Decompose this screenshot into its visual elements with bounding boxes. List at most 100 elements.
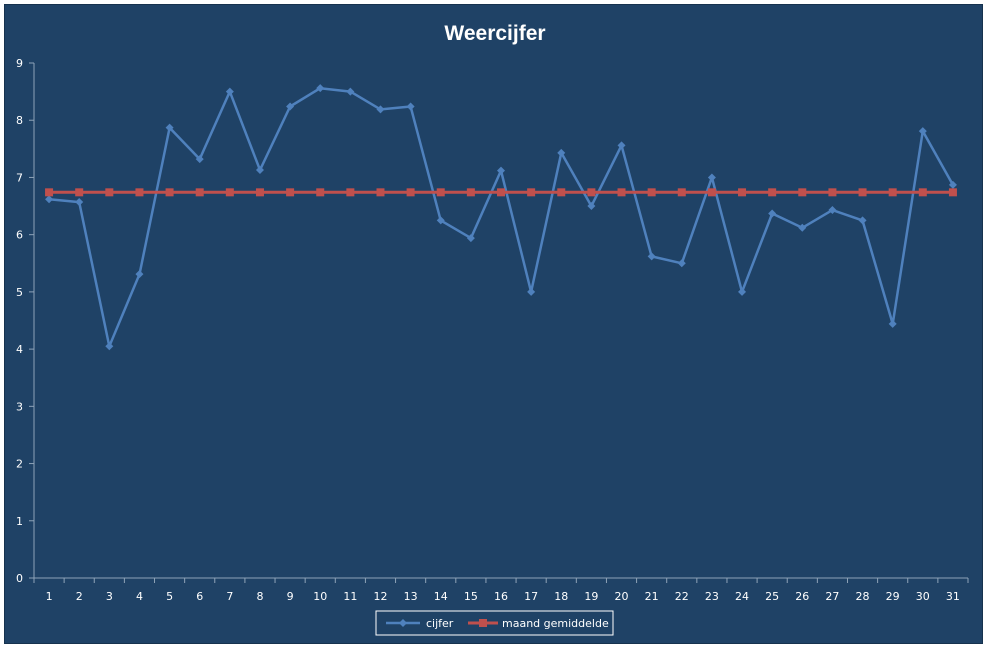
x-tick-label: 13	[404, 590, 418, 603]
series-maand-gemiddelde	[45, 188, 957, 197]
y-tick-label: 3	[16, 400, 23, 413]
x-tick-label: 17	[524, 590, 538, 603]
series-layer	[45, 84, 957, 351]
data-point	[346, 188, 355, 197]
data-point	[527, 287, 536, 296]
x-tick-label: 29	[886, 590, 900, 603]
data-point	[316, 84, 325, 93]
data-point	[647, 188, 656, 197]
data-point	[557, 148, 566, 157]
data-point	[798, 188, 807, 197]
x-tick-label: 26	[795, 590, 809, 603]
data-point	[918, 188, 927, 197]
x-tick-label: 5	[166, 590, 173, 603]
data-point	[527, 188, 536, 197]
legend-label: maand gemiddelde	[502, 617, 609, 630]
y-tick-label: 1	[16, 515, 23, 528]
x-tick-label: 6	[196, 590, 203, 603]
y-tick-label: 8	[16, 114, 23, 127]
data-point	[497, 166, 505, 175]
legend-swatch-marker	[399, 619, 407, 627]
data-point	[888, 319, 897, 328]
legend: cijfer maand gemiddelde	[375, 610, 614, 636]
data-point	[768, 188, 777, 197]
data-point	[828, 206, 837, 215]
legend-label: cijfer	[426, 617, 454, 630]
x-tick-label: 14	[434, 590, 448, 603]
x-tick-label: 27	[825, 590, 839, 603]
data-point	[376, 188, 385, 197]
data-point	[738, 287, 747, 296]
chart-area: Weercijfer 0 1 2 3 4 5 6 7 8 9 1 2 3 4 5 6 7 8 9 10 11 12 13 14…	[4, 4, 983, 644]
data-point	[738, 188, 747, 197]
data-point	[948, 180, 957, 189]
data-point	[195, 155, 204, 164]
legend-item-maand-gemiddelde: maand gemiddelde	[468, 617, 609, 630]
chart-title: Weercijfer	[444, 22, 545, 45]
y-tick-label: 0	[16, 572, 23, 585]
x-tick-label: 7	[226, 590, 233, 603]
data-point	[436, 188, 445, 197]
x-tick-label: 1	[46, 590, 53, 603]
data-point	[798, 223, 807, 232]
data-point	[195, 188, 204, 197]
y-tick-label: 9	[16, 57, 23, 70]
data-point	[105, 342, 114, 351]
data-point	[135, 188, 144, 197]
x-tick-label: 21	[645, 590, 659, 603]
data-point	[948, 188, 957, 197]
data-point	[165, 188, 174, 197]
x-tick-label: 4	[136, 590, 143, 603]
data-point	[286, 188, 295, 197]
y-tick-label: 7	[16, 171, 23, 184]
data-point	[768, 209, 777, 218]
data-point	[75, 198, 84, 207]
x-tick-label: 3	[106, 590, 113, 603]
x-tick-label: 12	[373, 590, 387, 603]
data-point	[677, 259, 686, 268]
y-tick-label: 2	[16, 458, 23, 471]
y-tick-label: 4	[16, 343, 23, 356]
data-point	[436, 216, 445, 225]
data-point	[376, 105, 385, 114]
data-point	[135, 270, 144, 279]
series-cijfer	[45, 84, 957, 351]
x-tick-label: 16	[494, 590, 508, 603]
x-tick-label: 31	[946, 590, 960, 603]
x-tick-label: 15	[464, 590, 478, 603]
data-point	[105, 188, 114, 197]
data-point	[677, 188, 686, 197]
data-point	[707, 188, 716, 197]
data-point	[165, 123, 174, 132]
data-point	[225, 87, 234, 96]
data-point	[858, 188, 867, 197]
y-tick-label: 6	[16, 229, 23, 242]
x-tick-label: 8	[256, 590, 263, 603]
x-tick-label: 10	[313, 590, 327, 603]
data-point	[617, 141, 626, 150]
data-point	[406, 188, 415, 197]
x-tick-label: 23	[705, 590, 719, 603]
x-tick-label: 24	[735, 590, 749, 603]
legend-swatch-marker	[479, 619, 487, 627]
data-point	[828, 188, 837, 197]
x-tick-label: 9	[287, 590, 294, 603]
legend-item-cijfer: cijfer	[386, 617, 454, 630]
x-tick-label: 20	[615, 590, 629, 603]
data-point	[497, 188, 505, 197]
x-tick-label: 11	[343, 590, 357, 603]
data-point	[466, 234, 475, 243]
data-point	[316, 188, 325, 197]
data-point	[587, 202, 596, 211]
data-point	[255, 166, 264, 175]
data-point	[45, 188, 54, 197]
data-point	[255, 188, 264, 197]
data-point	[888, 188, 897, 197]
data-point	[466, 188, 475, 197]
data-point	[647, 252, 656, 261]
data-point	[617, 188, 626, 197]
x-tick-label: 22	[675, 590, 689, 603]
y-tick-label: 5	[16, 286, 23, 299]
data-point	[45, 195, 54, 204]
